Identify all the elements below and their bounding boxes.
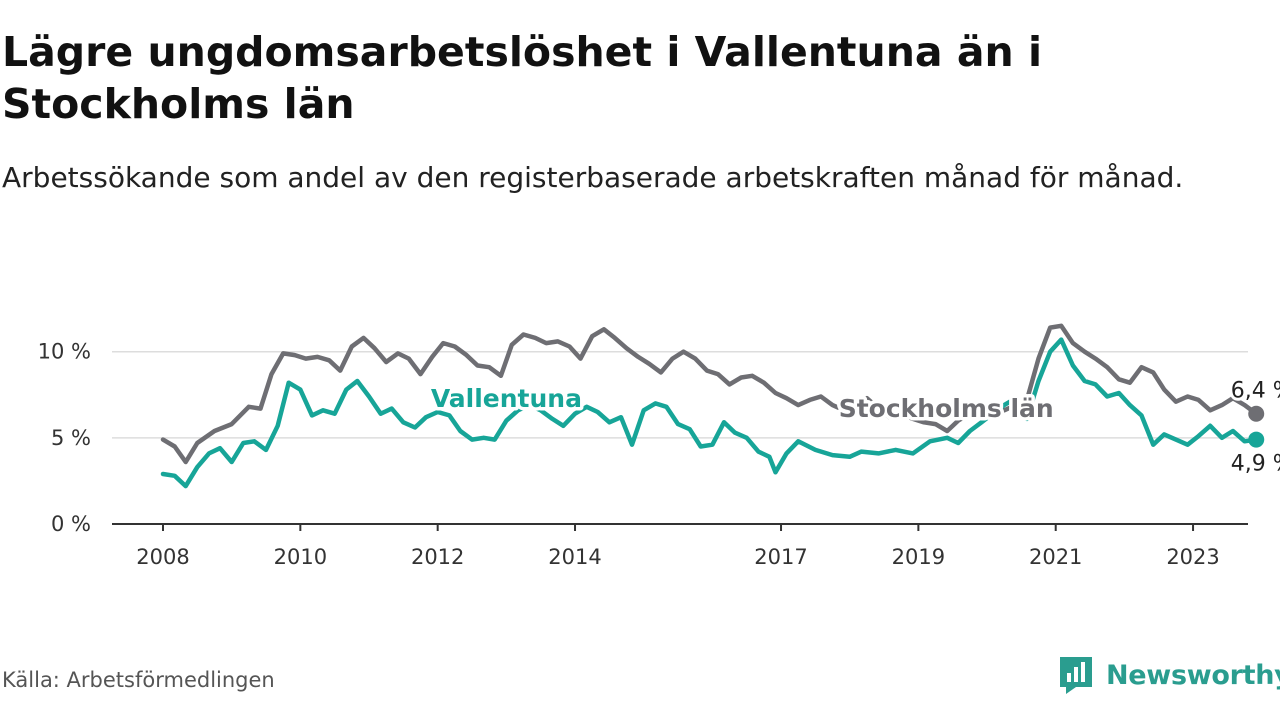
axes: 0 % 5 % 10 % 2008 2010 2012 2014 2017 2019 2021 20… xyxy=(38,340,1248,569)
y-tick-label: 10 % xyxy=(38,340,91,364)
end-point-marker xyxy=(1248,405,1265,422)
x-tick-label: 2010 xyxy=(274,545,327,569)
series-labels: Vallentuna Stockholms län 6,4 % 4,9 % xyxy=(427,376,1280,480)
end-value-label: 6,4 % xyxy=(1231,379,1280,404)
brand-name: Newsworthy xyxy=(1106,659,1280,691)
series-line-stockholms-län xyxy=(160,323,1259,465)
x-tick-label: 2021 xyxy=(1029,545,1082,569)
x-tick-label: 2008 xyxy=(136,545,189,569)
bar-chart-icon xyxy=(1060,657,1092,694)
series-line-vallentuna xyxy=(160,337,1259,489)
series-lines xyxy=(160,323,1265,489)
end-point-marker xyxy=(1248,431,1265,448)
x-tick-label: 2017 xyxy=(754,545,807,569)
series-label-vallentuna: Vallentuna xyxy=(431,384,582,413)
y-tick-label: 5 % xyxy=(51,426,91,450)
source-note: Källa: Arbetsförmedlingen xyxy=(2,668,275,692)
y-tick-label: 0 % xyxy=(51,512,91,536)
series-label-stockholms-län: Stockholms län xyxy=(839,394,1054,423)
x-tick-label: 2019 xyxy=(892,545,945,569)
newsworthy-logo[interactable]: Newsworthy xyxy=(1058,654,1280,696)
end-value-label: 4,9 % xyxy=(1231,452,1280,477)
chart-title: Lägre ungdomsarbetslöshet i Vallentuna ä… xyxy=(2,28,1043,128)
x-tick-label: 2012 xyxy=(411,545,464,569)
x-tick-label: 2023 xyxy=(1166,545,1219,569)
x-tick-label: 2014 xyxy=(548,545,601,569)
chart-subtitle: Arbetssökande som andel av den registerb… xyxy=(2,161,1184,194)
